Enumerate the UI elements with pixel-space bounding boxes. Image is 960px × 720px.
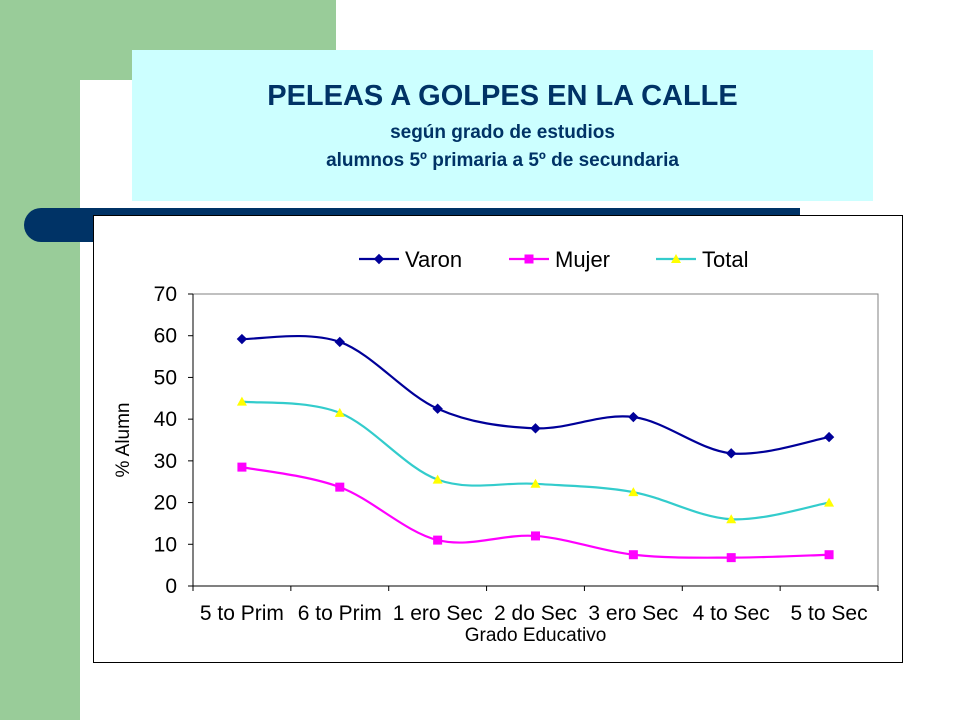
- data-point-varon: [628, 411, 639, 423]
- legend-label: Total: [702, 247, 748, 272]
- legend-label: Varon: [405, 247, 462, 272]
- y-tick-label: 10: [154, 533, 177, 556]
- x-tick-label: 6 to Prim: [298, 602, 382, 625]
- series-line-total: [241, 400, 830, 521]
- data-point-mujer: [824, 550, 834, 560]
- series-varon: [236, 333, 835, 459]
- x-tick-label: 1 ero Sec: [393, 602, 483, 625]
- data-point-varon: [726, 448, 737, 459]
- y-tick-label: 70: [154, 283, 177, 306]
- data-point-total: [530, 478, 541, 488]
- series-total: [236, 396, 835, 524]
- slide-title: PELEAS A GOLPES EN LA CALLE: [267, 80, 738, 112]
- y-tick-label: 40: [154, 408, 177, 431]
- x-tick-label: 4 to Sec: [693, 602, 770, 625]
- data-point-total: [726, 514, 737, 524]
- legend-marker: [524, 254, 534, 264]
- data-point-mujer: [628, 550, 638, 560]
- y-tick-label: 60: [154, 325, 177, 348]
- legend-marker: [373, 253, 385, 265]
- data-point-total: [236, 396, 247, 406]
- series-line-varon: [241, 334, 830, 455]
- legend-item-total: Total: [656, 247, 748, 272]
- x-tick-label: 5 to Sec: [791, 602, 868, 625]
- legend-marker: [671, 254, 681, 263]
- chart-frame: Varon Mujer Total 0 10 20 30 40 50 60 70 5 to Pri…: [93, 215, 903, 663]
- y-tick-label: 0: [165, 575, 177, 598]
- line-chart: Varon Mujer Total 0 10 20 30 40 50 60 70 5 to Pri…: [113, 247, 879, 646]
- title-box: PELEAS A GOLPES EN LA CALLE según grado …: [132, 50, 873, 201]
- legend-label: Mujer: [555, 247, 610, 272]
- data-point-varon: [334, 336, 345, 348]
- legend-item-varon: Varon: [359, 247, 462, 272]
- series-mujer: [237, 462, 834, 563]
- legend-item-mujer: Mujer: [509, 247, 610, 272]
- data-point-total: [432, 474, 443, 484]
- slide-subtitle-1: según grado de estudios: [390, 122, 615, 143]
- y-axis-title: % Alumn: [113, 403, 134, 478]
- y-tick-label: 20: [154, 492, 177, 515]
- x-tick-label: 2 do Sec: [494, 602, 577, 625]
- slide-subtitle-2: alumnos 5º primaria a 5º de secundaria: [326, 150, 679, 171]
- y-tick-label: 50: [154, 366, 177, 389]
- data-point-mujer: [237, 462, 247, 472]
- y-tick-label: 30: [154, 450, 177, 473]
- data-point-mujer: [433, 535, 443, 545]
- chart-series: [236, 333, 835, 563]
- data-point-varon: [823, 431, 835, 443]
- chart-axes: [188, 293, 879, 591]
- data-point-varon: [236, 333, 248, 345]
- x-axis-title: Grado Educativo: [465, 625, 607, 646]
- data-point-total: [824, 497, 835, 507]
- data-point-total: [628, 487, 639, 497]
- x-tick-labels: 5 to Prim 6 to Prim 1 ero Sec 2 do Sec 3 ero…: [200, 602, 868, 625]
- data-point-mujer: [531, 531, 540, 541]
- data-point-mujer: [335, 482, 345, 492]
- data-point-total: [334, 407, 345, 417]
- chart-legend: Varon Mujer Total: [359, 247, 748, 272]
- data-point-varon: [432, 403, 443, 414]
- data-point-mujer: [726, 553, 736, 563]
- data-point-varon: [530, 423, 541, 434]
- y-tick-labels: 0 10 20 30 40 50 60 70: [154, 283, 177, 598]
- x-tick-label: 5 to Prim: [200, 602, 284, 625]
- x-tick-label: 3 ero Sec: [588, 602, 678, 625]
- green-side-bar: [0, 0, 80, 720]
- plot-area-border: [192, 293, 879, 587]
